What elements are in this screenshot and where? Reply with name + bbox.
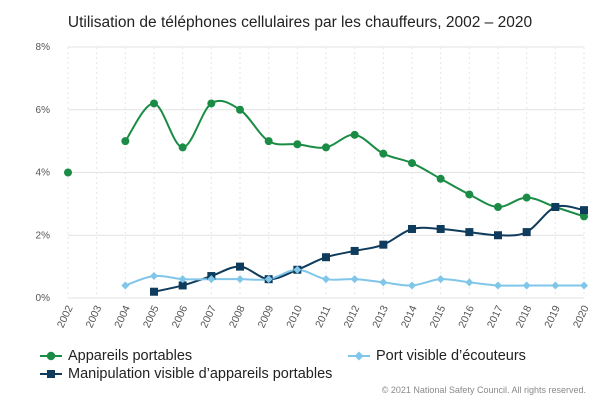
copyright-notice: © 2021 National Safety Council. All righ… [381,385,586,395]
x-tick-label: 2005 [141,303,162,329]
data-point [178,275,187,284]
x-tick-label: 2004 [112,303,133,329]
data-point [121,137,130,146]
x-tick-label: 2012 [342,303,363,329]
data-point [350,130,359,139]
data-point [379,240,388,249]
data-point [350,275,359,284]
data-point [64,168,72,177]
legend-item-manipulation-visible: Manipulation visible d’appareils portabl… [40,366,332,382]
data-point [322,143,330,152]
x-tick-label: 2010 [284,303,305,329]
legend-swatch-diamond-icon [348,351,370,361]
data-point [580,206,588,215]
data-point [494,231,502,240]
x-tick-label: 2018 [514,303,535,329]
data-point [264,137,273,146]
x-tick-label: 2017 [485,303,506,329]
data-point [522,228,531,237]
series-line-1 [153,204,585,293]
x-tick-label: 2006 [170,303,191,329]
data-point [494,203,502,212]
data-point [150,272,158,281]
data-point [465,228,474,237]
data-point [436,174,445,183]
y-tick-label: 4% [36,168,51,179]
data-point [236,262,244,271]
legend-item-port-ecouteurs: Port visible d’écouteurs [348,348,526,364]
data-point [436,275,445,284]
data-point [121,281,130,290]
y-tick-label: 6% [36,105,51,116]
data-point [436,224,445,233]
data-point [408,281,416,290]
data-point [379,149,388,158]
data-point [465,278,474,287]
x-tick-label: 2009 [256,303,277,329]
x-tick-label: 2016 [456,303,477,329]
x-tick-label: 2019 [542,303,563,329]
data-point [408,159,416,168]
data-point [522,281,531,290]
x-tick-label: 2014 [399,303,420,329]
x-tick-label: 2015 [428,303,449,329]
y-tick-label: 8% [36,42,51,53]
x-tick-label: 2007 [198,303,219,329]
data-point [207,99,216,108]
data-point [350,246,359,255]
x-tick-label: 2003 [84,303,105,329]
legend-label: Port visible d’écouteurs [376,348,526,364]
data-point [178,281,187,290]
data-point [522,193,531,202]
data-point [408,224,416,233]
x-tick-label: 2020 [571,303,592,329]
data-point [580,281,588,290]
x-tick-label: 2013 [370,303,391,329]
x-tick-label: 2002 [55,303,76,329]
legend-item-appareils-portables: Appareils portables [40,348,192,364]
data-point [293,140,302,149]
data-point [264,275,273,284]
chart-title: Utilisation de téléphones cellulaires pa… [67,14,533,31]
data-point [322,275,330,284]
data-point [379,278,388,287]
data-point [494,281,502,290]
data-point [293,265,302,274]
data-point [207,275,216,284]
data-point [551,203,560,212]
data-point [236,105,244,114]
x-tick-label: 2011 [313,304,333,330]
data-point [150,287,158,296]
data-point [236,275,244,284]
data-point [322,253,330,262]
data-point [178,143,187,152]
y-tick-label: 2% [36,230,51,241]
data-point [150,99,158,108]
legend-swatch-square-icon [40,370,62,378]
x-tick-label: 2008 [227,303,248,329]
data-point [551,281,560,290]
legend-label: Appareils portables [68,348,193,364]
data-point [580,212,588,221]
legend-label: Manipulation visible d’appareils portabl… [68,366,333,382]
data-point [465,190,474,199]
legend-swatch-circle-icon [40,351,62,361]
y-tick-label: 0% [36,293,51,304]
